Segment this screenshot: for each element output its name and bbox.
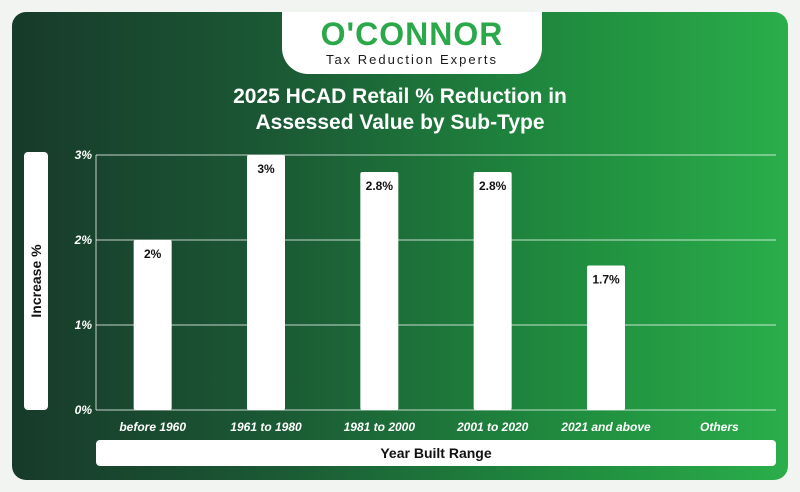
data-label: 2%	[144, 247, 162, 261]
bar	[473, 172, 512, 410]
x-tick-label: Others	[700, 420, 739, 434]
logo-tagline: Tax Reduction Experts	[325, 52, 499, 67]
y-tick-label: 3%	[75, 148, 93, 162]
data-label: 2.8%	[366, 179, 394, 193]
x-tick-label: 2001 to 2020	[456, 420, 529, 434]
data-label: 2.8%	[479, 179, 507, 193]
y-tick-label: 2%	[74, 233, 93, 247]
x-tick-label: 2021 and above	[560, 420, 651, 434]
x-axis-label: Year Built Range	[96, 440, 776, 466]
data-label: 1.7%	[592, 273, 620, 287]
bar-chart-plot: 0% 1% 2% 3% 2% before 1960 3% 1961 to 1980 2.8% 1…	[74, 148, 776, 434]
chart-card: O'CONNOR Tax Reduction Experts 2025 HCAD…	[12, 12, 788, 480]
bar	[247, 155, 285, 410]
x-tick-label: 1961 to 1980	[230, 420, 302, 434]
bar	[587, 265, 625, 410]
x-tick-label: before 1960	[119, 420, 186, 434]
chart-title: 2025 HCAD Retail % Reduction in Assessed…	[12, 84, 788, 136]
x-tick-label: 1981 to 2000	[344, 420, 416, 434]
bar	[360, 172, 399, 410]
chart-title-line-2: Assessed Value by Sub-Type	[255, 111, 545, 134]
data-label: 3%	[257, 162, 275, 176]
y-tick-label: 1%	[75, 318, 93, 332]
logo-tab: O'CONNOR Tax Reduction Experts	[282, 12, 542, 74]
logo-wordmark: O'CONNOR	[320, 16, 504, 52]
chart-title-line-1: 2025 HCAD Retail % Reduction in	[233, 85, 567, 108]
bar	[133, 240, 172, 410]
y-tick-label: 0%	[75, 403, 93, 417]
y-axis-label-box: Increase %	[24, 152, 48, 410]
